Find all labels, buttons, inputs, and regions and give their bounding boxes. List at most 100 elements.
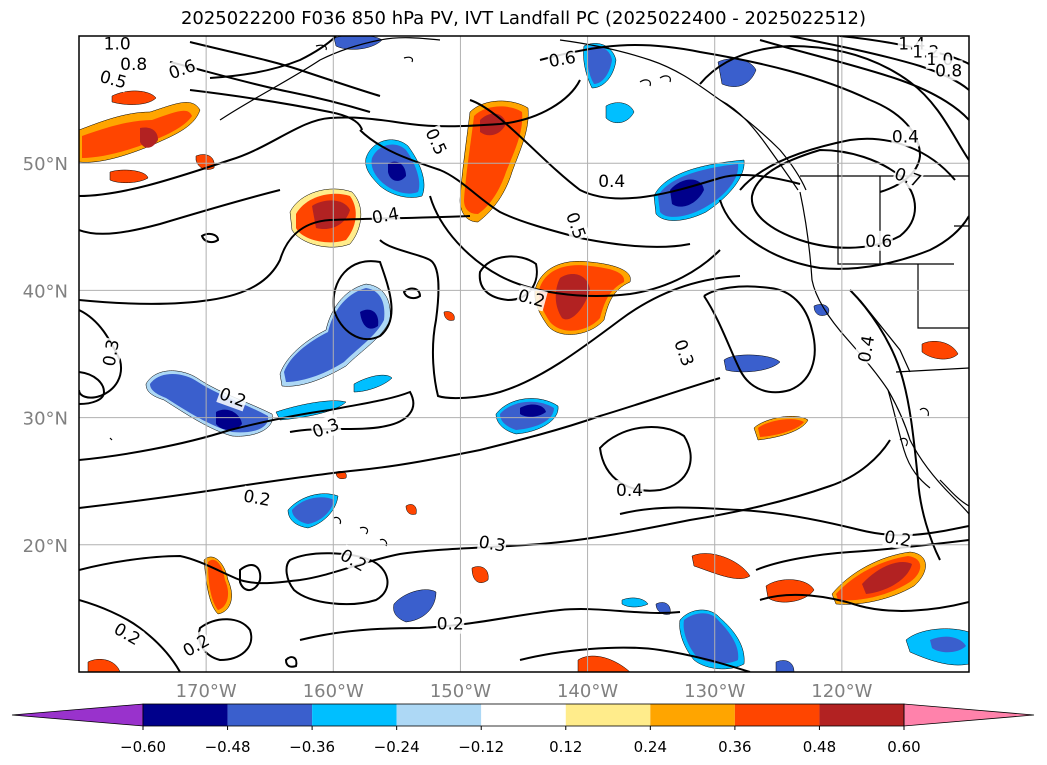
- contour-label: 0.4: [891, 126, 920, 147]
- contour-label: 0.2: [436, 613, 465, 635]
- contour-label-text: 0.6: [547, 48, 577, 72]
- coastline-us-west: [799, 191, 969, 515]
- colorbar-extend-high: [903, 703, 1035, 727]
- colorbar-tick-label: −0.60: [120, 738, 166, 756]
- colorbar-tick-label: −0.24: [374, 738, 420, 756]
- contour-label: 0.3: [476, 531, 508, 557]
- colorbar-frame: [142, 703, 905, 727]
- contour-line: [379, 239, 741, 400]
- map-content: 1.00.80.60.50.61.41.21.00.80.70.40.60.70…: [79, 36, 1007, 672]
- contour-label-bg: [178, 629, 214, 661]
- negative-anomaly-region: [670, 179, 704, 207]
- lon-tick-label: 120°W: [811, 681, 872, 702]
- contour-label: 0.7: [891, 163, 925, 192]
- contour-line: [79, 439, 891, 585]
- contour-label: 0.8: [119, 53, 148, 75]
- contour-label-text: 0.6: [975, 143, 1007, 177]
- contour-line: [359, 129, 691, 248]
- colorbar-tick-label: 0.12: [549, 738, 582, 756]
- contour-label-bg: [891, 163, 925, 192]
- contour-line: [200, 232, 220, 244]
- contour-label-bg: [110, 618, 145, 650]
- colorbar: −0.60 −0.48 −0.36 −0.24 −0.12 0.12 0.24 0.36 0.4…: [11, 703, 1035, 756]
- lon-tick-label: 130°W: [684, 681, 745, 702]
- colorbar-segment: [565, 704, 651, 726]
- positive-anomaly-region: [862, 562, 912, 594]
- gridlines: [79, 36, 969, 672]
- positive-anomaly-region: [577, 655, 631, 672]
- contour-line: [849, 289, 941, 561]
- negative-anomaly-region: [775, 660, 795, 672]
- contour-label: 0.4: [369, 203, 401, 229]
- contour-label-text: 0.3: [477, 532, 507, 556]
- contour-label-text: 0.8: [120, 55, 147, 75]
- positive-anomaly-region: [405, 504, 417, 515]
- contour-label: 0.4: [597, 171, 626, 192]
- contour-line: [759, 593, 969, 612]
- contour-label-text: 0.2: [883, 527, 913, 551]
- contour-label-bg: [421, 124, 452, 159]
- negative-anomaly-region: [683, 613, 739, 664]
- contour-line: [79, 309, 122, 399]
- coastline-alaska-gulf: [559, 39, 807, 191]
- contour-line: [739, 137, 956, 191]
- lat-tick-label: 40°N: [23, 281, 68, 302]
- contour-line: [478, 255, 538, 302]
- contour-label-bg: [853, 333, 879, 365]
- contour-label-bg: [165, 54, 199, 84]
- contour-label-bg: [369, 203, 401, 228]
- positive-anomaly-region: [82, 110, 192, 158]
- contour-line: [79, 390, 415, 461]
- lat-tick-label: 30°N: [23, 409, 68, 430]
- contour-label-text: 0.4: [855, 334, 879, 364]
- contour-line: [703, 285, 816, 394]
- coastline-mexico: [939, 479, 969, 507]
- colorbar-tick-label: −0.36: [289, 738, 335, 756]
- negative-anomaly-region: [655, 602, 671, 615]
- coastline-alaska-peninsula: [219, 37, 441, 121]
- contour-label-text: 0.8: [935, 61, 962, 81]
- contour-line: [539, 44, 871, 101]
- lat-tick-label: 20°N: [23, 536, 68, 557]
- contour-line: [79, 371, 106, 405]
- contour-line: [79, 599, 181, 672]
- negative-anomaly-region: [605, 102, 635, 124]
- contour-label-bg: [98, 337, 124, 369]
- contour-line: [469, 99, 801, 200]
- contour-line: [299, 608, 681, 641]
- negative-anomaly-region: [216, 409, 242, 430]
- positive-anomaly-region: [555, 274, 590, 320]
- contour-label: 0.6: [165, 54, 199, 84]
- negative-anomaly-region: [393, 589, 437, 623]
- border-mexico: [895, 367, 969, 373]
- colorbar-segment: [312, 704, 397, 726]
- colorbar-tick-label: 0.48: [803, 738, 836, 756]
- negative-anomaly-region: [292, 497, 334, 524]
- map-frame: [78, 35, 970, 673]
- contour-line: [750, 148, 916, 249]
- coastline-baja: [887, 389, 931, 489]
- contour-label: 0.3: [98, 337, 124, 369]
- negative-anomaly-region: [360, 309, 379, 329]
- contour-label-bg: [336, 544, 371, 576]
- contour-label-text: 0.4: [616, 481, 643, 501]
- contour-line: [189, 41, 381, 97]
- latitude-labels: 20°N 30°N 40°N 50°N: [23, 154, 68, 557]
- colorbar-segment: [227, 704, 313, 726]
- contour-label: 0.2: [241, 485, 273, 511]
- contour-label: 0.6: [546, 46, 578, 72]
- pc-contours: [79, 36, 969, 672]
- contour-label-text: 0.4: [892, 127, 919, 147]
- positive-anomaly-region: [921, 341, 959, 360]
- contour-line: [402, 287, 422, 300]
- contour-line: [239, 564, 262, 591]
- map-background: [79, 36, 969, 672]
- contour-line: [789, 36, 969, 91]
- contour-label-bg: [119, 53, 148, 74]
- contour-label: 0.2: [882, 526, 914, 552]
- contour-label-bg: [216, 383, 250, 412]
- negative-anomaly-region: [621, 597, 649, 608]
- contour-line: [759, 39, 969, 121]
- contour-label-text: 0.4: [598, 172, 625, 192]
